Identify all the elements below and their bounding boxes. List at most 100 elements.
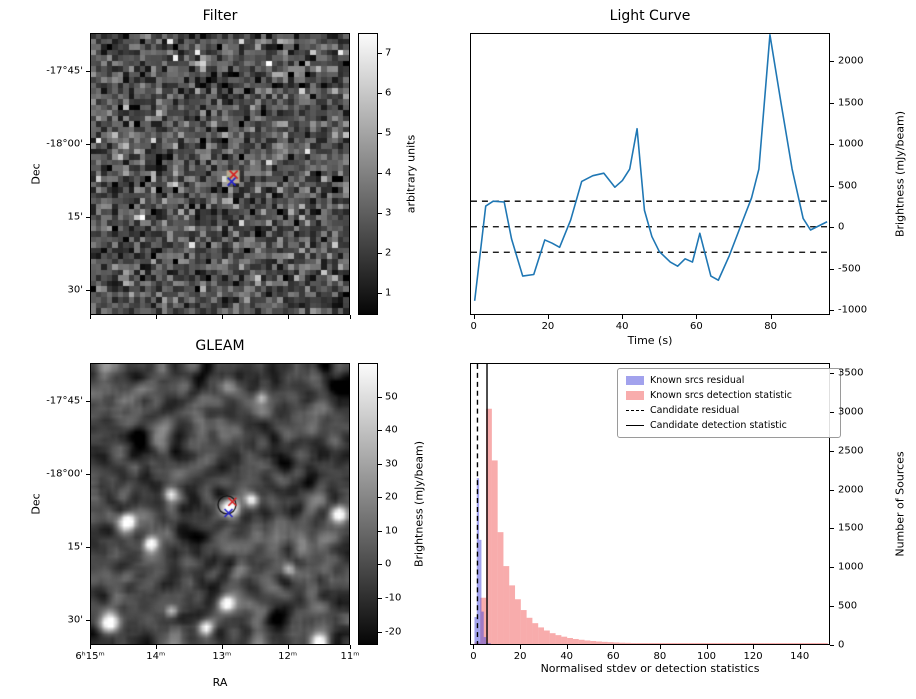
tick-mark <box>830 411 834 413</box>
tick-label: -1000 <box>838 304 868 316</box>
tick-mark <box>566 645 568 649</box>
tick-mark <box>520 645 522 649</box>
tick-mark <box>86 620 90 622</box>
filter-colorbar-label: arbitrary units <box>404 134 418 214</box>
tick-label: 80 <box>764 321 777 332</box>
tick-label: 30' <box>67 614 83 626</box>
gleam-colorbar <box>358 363 378 645</box>
tick-label: 60 <box>690 321 703 332</box>
legend-label: Known srcs residual <box>650 375 745 386</box>
tick-mark <box>86 144 90 146</box>
legend-item-known-residual: Known srcs residual <box>626 373 832 388</box>
tick-mark <box>753 645 755 649</box>
tick-mark <box>830 567 834 569</box>
tick-mark <box>830 373 834 375</box>
tick-mark <box>473 645 475 649</box>
tick-label: 13ᵐ <box>212 651 232 662</box>
tick-label: 3500 <box>838 367 864 379</box>
tick-mark <box>86 71 90 73</box>
legend-label: Known srcs detection statistic <box>650 390 792 401</box>
tick-label: 50 <box>385 391 398 403</box>
tick-label: 4 <box>385 167 392 179</box>
tick-label: 30 <box>385 458 398 470</box>
tick-label: 2000 <box>838 484 864 496</box>
tick-mark <box>830 268 834 270</box>
histogram-ylabel: Number of Sources <box>893 451 907 557</box>
tick-mark <box>830 450 834 452</box>
tick-mark <box>86 290 90 292</box>
histogram-xlabel: Normalised stdev or detection statistics <box>540 662 760 675</box>
legend-label: Candidate residual <box>650 405 740 416</box>
tick-label: 10 <box>385 525 398 537</box>
tick-mark <box>378 173 382 174</box>
tick-label: 80 <box>653 651 667 662</box>
tick-label: 120 <box>743 651 763 662</box>
tick-mark <box>830 102 834 104</box>
tick-label: 1 <box>385 287 392 299</box>
tick-label: 2000 <box>838 55 864 67</box>
filter-colorbar <box>358 33 378 315</box>
tick-label: 0 <box>470 321 477 332</box>
tick-label: 500 <box>838 180 858 192</box>
tick-mark <box>799 645 801 649</box>
light-curve-plot <box>471 34 829 301</box>
tick-label: 0 <box>838 639 845 651</box>
tick-label: 2500 <box>838 445 864 457</box>
tick-label: 7 <box>385 47 392 59</box>
tick-mark <box>706 645 708 649</box>
tick-mark <box>350 645 351 649</box>
tick-label: 11ᵐ <box>340 651 360 662</box>
tick-mark <box>378 564 382 566</box>
tick-label: -17°45' <box>46 395 83 407</box>
tick-mark <box>90 315 91 319</box>
tick-mark <box>473 315 475 319</box>
tick-label: 1500 <box>838 522 864 534</box>
legend-item-candidate-residual: Candidate residual <box>626 403 832 418</box>
tick-label: 60 <box>606 651 620 662</box>
histogram-legend: Known srcs residual Known srcs detection… <box>617 368 841 438</box>
tick-mark <box>830 61 834 63</box>
tick-label: 40 <box>385 424 398 436</box>
filter-image <box>91 34 349 314</box>
tick-mark <box>378 463 382 465</box>
tick-mark <box>378 253 382 254</box>
filter-ylabel: Dec <box>29 163 43 185</box>
tick-label: 14ᵐ <box>146 651 166 662</box>
tick-label: -18°00' <box>46 468 83 480</box>
tick-label: -18°00' <box>46 138 83 150</box>
tick-mark <box>830 227 834 229</box>
tick-label: 0 <box>385 558 392 570</box>
histogram-plot <box>474 364 828 644</box>
tick-label: 1000 <box>838 138 864 150</box>
light-curve-xlabel: Time (s) <box>627 334 673 347</box>
tick-label: -10 <box>385 592 402 604</box>
legend-label: Candidate detection statistic <box>650 420 787 431</box>
filter-plot-area <box>90 33 350 315</box>
tick-mark <box>830 310 834 312</box>
tick-label: 12ᵐ <box>278 651 298 662</box>
tick-mark <box>659 645 661 649</box>
tick-mark <box>350 315 351 319</box>
tick-label: 20 <box>513 651 527 662</box>
gleam-panel-title: GLEAM <box>195 338 245 354</box>
tick-mark <box>378 497 382 499</box>
filter-panel-title: Filter <box>202 8 238 24</box>
tick-label: 20 <box>541 321 555 332</box>
tick-mark <box>86 401 90 403</box>
legend-swatch-known-residual <box>626 376 644 385</box>
gleam-plot-area <box>90 363 350 645</box>
tick-label: -500 <box>838 263 861 275</box>
tick-label: 100 <box>696 651 717 662</box>
tick-label: 5 <box>385 127 392 139</box>
tick-mark <box>830 144 834 146</box>
tick-mark <box>86 474 90 476</box>
tick-mark <box>155 315 157 319</box>
gleam-colorbar-label: Brightness (mJy/beam) <box>412 440 426 568</box>
tick-mark <box>155 645 157 649</box>
legend-swatch-known-detection <box>626 391 644 400</box>
tick-mark <box>622 315 624 319</box>
light-curve-ylabel: Brightness (mJy/beam) <box>893 110 907 238</box>
light-curve-plot-area <box>470 33 830 315</box>
tick-label: 500 <box>838 600 858 612</box>
